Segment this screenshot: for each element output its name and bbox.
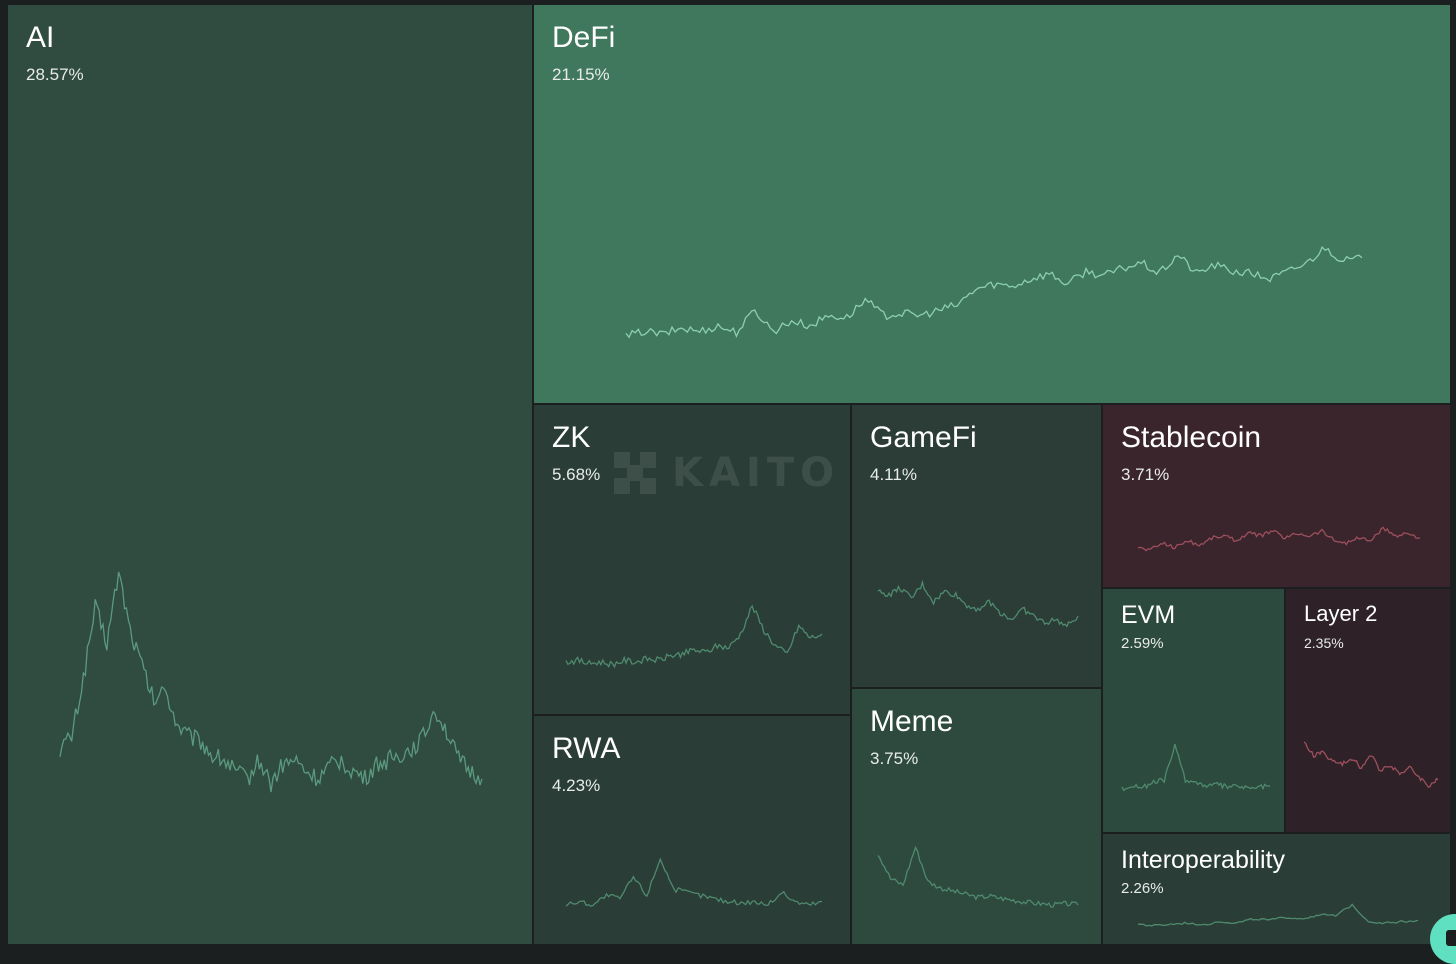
treemap-tile-rwa[interactable]: RWA 4.23% [532,714,852,946]
tile-share-meme: 3.75% [870,749,919,768]
tile-name-zk: ZK [552,421,591,454]
sparkline-path-stablecoin [1137,526,1421,552]
tile-name-gamefi: GameFi [870,421,977,454]
sparkline-path-meme [877,845,1079,908]
tile-share-interop: 2.26% [1121,880,1164,897]
sparkline-path-gamefi [877,579,1079,628]
tile-name-evm: EVM [1121,601,1176,629]
tile-share-stablecoin: 3.71% [1121,465,1170,484]
tile-share-evm: 2.59% [1121,635,1164,652]
sparkline-path-layer2 [1303,741,1439,788]
sparkline-path-interop [1137,903,1419,927]
sparkline-path-defi [625,245,1363,339]
sparkline-path-evm [1121,744,1271,792]
tile-share-layer2: 2.35% [1304,635,1344,651]
sparkline-layer2 [1303,741,1439,788]
tile-share-rwa: 4.23% [552,776,601,795]
tile-share-zk: 5.68% [552,465,601,484]
tile-share-gamefi: 4.11% [870,465,917,484]
treemap-tile-interop[interactable]: Interoperability 2.26% [1101,832,1452,946]
tile-name-ai: AI [26,21,55,54]
treemap-tile-layer2[interactable]: Layer 2 2.35% [1284,587,1452,834]
treemap-tile-stablecoin[interactable]: Stablecoin 3.71% [1101,403,1452,589]
tile-name-meme: Meme [870,705,954,738]
treemap-tile-defi[interactable]: DeFi 21.15% [532,3,1452,405]
sparkline-path-ai [59,571,483,793]
tile-name-rwa: RWA [552,732,621,765]
tile-name-layer2: Layer 2 [1304,601,1378,626]
sparkline-interop [1137,903,1419,927]
sparkline-ai [59,571,483,793]
tile-share-ai: 28.57% [26,65,84,84]
treemap-tile-evm[interactable]: EVM 2.59% [1101,587,1286,834]
sparkline-zk [565,604,823,669]
sparkline-gamefi [877,579,1079,628]
tile-share-defi: 21.15% [552,65,610,84]
tile-name-interop: Interoperability [1121,846,1285,874]
sparkline-stablecoin [1137,526,1421,552]
sparkline-path-zk [565,604,823,669]
sparkline-rwa [565,857,823,907]
sparkline-meme [877,845,1079,908]
sparkline-evm [1121,744,1271,792]
tile-name-defi: DeFi [552,21,616,54]
sparkline-path-rwa [565,857,823,907]
treemap-tile-meme[interactable]: Meme 3.75% [850,687,1103,946]
treemap-tile-gamefi[interactable]: GameFi 4.11% [850,403,1103,689]
treemap-tile-zk[interactable]: ZK 5.68% [532,403,852,716]
treemap-tile-ai[interactable]: AI 28.57% [6,3,534,946]
sparkline-defi [625,245,1363,339]
tile-name-stablecoin: Stablecoin [1121,421,1262,454]
